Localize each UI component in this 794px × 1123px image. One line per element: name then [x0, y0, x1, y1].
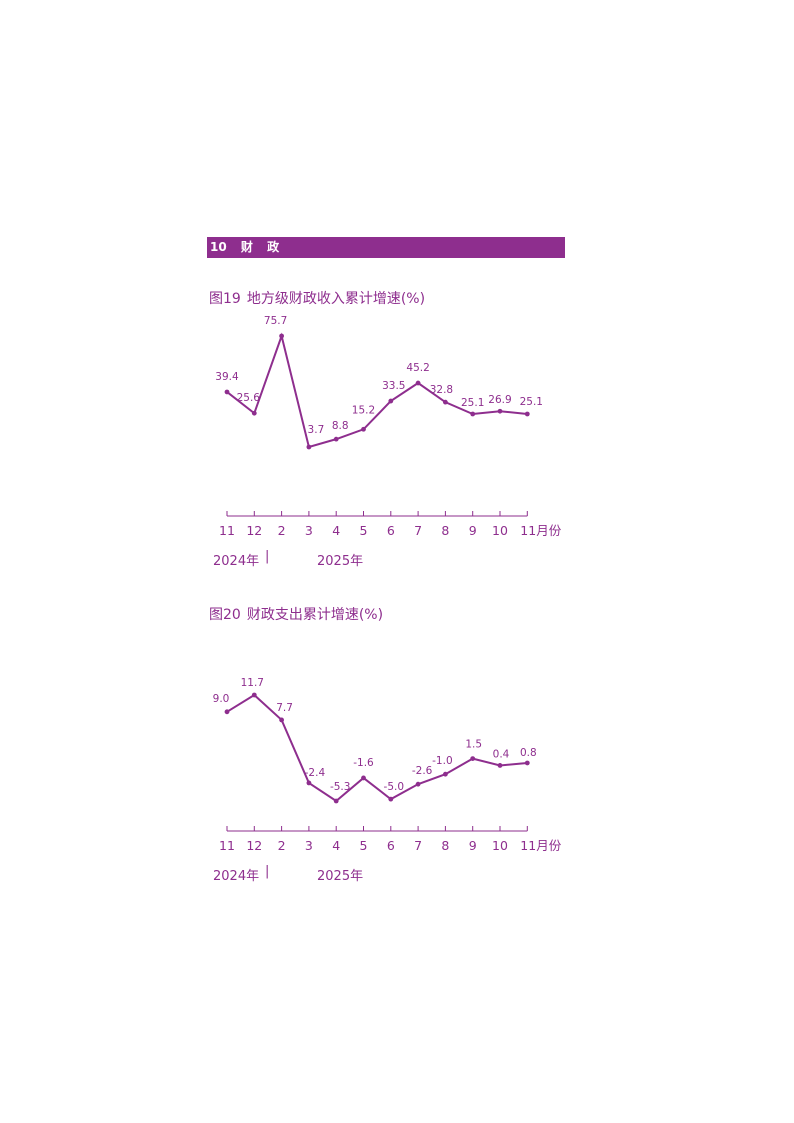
fig20-tick-label: 6 [387, 838, 395, 853]
fig20-data-point [388, 796, 394, 802]
fig19-data-label: 25.6 [237, 392, 261, 404]
fig20-data-label: 1.5 [465, 739, 482, 751]
fig19-data-label: 25.1 [461, 397, 484, 409]
fig20-data-label: 7.7 [276, 702, 293, 714]
fig19-data-label: 39.4 [215, 371, 239, 383]
fig20-data-label: -5.0 [384, 781, 405, 793]
fig19-tick-label: 7 [414, 523, 422, 538]
fig20-data-point [224, 709, 230, 715]
section-number: 10 [210, 240, 227, 254]
fig19-data-point [524, 411, 530, 417]
fig19-data-point [251, 410, 257, 416]
fig19-data-point [388, 398, 394, 404]
fig19-data-point [361, 426, 366, 432]
fig19-tick-label: 6 [387, 523, 395, 538]
fig19-data-label: 45.2 [406, 362, 429, 374]
fig20-data-point [443, 771, 448, 777]
fig19-year-separator: | [265, 549, 270, 564]
fig20-tick-label: 10 [492, 838, 508, 853]
fig20-tick-label: 7 [414, 838, 422, 853]
fig19-data-point [224, 389, 230, 395]
fig19-data-label: 75.7 [264, 315, 287, 327]
fig19-data-point [279, 333, 284, 339]
fig19-tick-label: 3 [305, 523, 313, 538]
fig19-title: 图19 地方级财政收入累计增速(%) [209, 288, 425, 308]
fig20-data-label: 11.7 [241, 677, 264, 689]
fig20-data-point [279, 717, 284, 723]
fig20-data-point [306, 780, 312, 786]
fig20-tick-label: 4 [332, 838, 340, 853]
fig20-tick-label: 12 [246, 838, 262, 853]
fig19-tick-label: 11 [219, 523, 235, 538]
fig20-data-point [333, 798, 339, 804]
fig19-number: 图19 [209, 291, 241, 307]
section-title-char-1: 财 [240, 240, 253, 254]
section-title-char-2: 政 [267, 240, 280, 254]
fig19-data-point [415, 380, 421, 386]
fig19-data-point [470, 411, 476, 417]
fig19-tick-label: 9 [469, 523, 477, 538]
fig19-tick-label: 12 [246, 523, 262, 538]
fig20-number: 图20 [209, 607, 241, 623]
fig20-tick-label: 5 [360, 838, 368, 853]
fig19-series-line [226, 332, 528, 449]
fig19-tick-label: 10 [492, 523, 508, 538]
fig20-tick-label: 9 [469, 838, 477, 853]
fig20-series-line [226, 693, 528, 803]
fig19-data-label: 32.8 [430, 384, 453, 396]
fig20-tick-label: 2 [278, 838, 286, 853]
fig19-data-label: 33.5 [382, 380, 405, 392]
fig20-year-2024: 2024年 [213, 869, 260, 884]
fig19-data-label: 3.7 [308, 424, 325, 436]
fig19-year-2025: 2025年 [317, 554, 364, 569]
fig20-data-label: -2.4 [305, 767, 326, 779]
fig20-data-point [251, 692, 257, 698]
fig20-data-point [524, 760, 530, 766]
fig20-year-2025: 2025年 [317, 869, 364, 884]
fig20-data-label: 0.8 [520, 747, 537, 759]
fig20-data-label: 9.0 [213, 693, 230, 705]
fig20-title-text: 财政支出累计增速(%) [246, 607, 384, 623]
fig19-tick-label: 11月份 [520, 523, 561, 538]
fig20-data-label: -1.6 [353, 757, 374, 769]
fig20-data-point [415, 781, 421, 787]
fig19-data-point [333, 436, 339, 442]
fig20-tick-label: 3 [305, 838, 313, 853]
fig20-data-label: -5.3 [330, 781, 351, 793]
fig20-year-separator: | [265, 864, 270, 879]
fig20-data-label: -1.0 [432, 755, 453, 767]
fig19-data-label: 8.8 [332, 420, 349, 432]
fig20-tick-label: 11 [219, 838, 235, 853]
fig20-data-point [470, 756, 476, 761]
fig19-tick-label: 2 [278, 523, 286, 538]
fig20-data-label: 0.4 [493, 748, 510, 760]
fig20-data-point [361, 775, 366, 781]
fig19-data-label: 25.1 [520, 396, 543, 408]
fig19-data-label: 26.9 [488, 394, 511, 406]
fig19-tick-label: 5 [360, 523, 368, 538]
fig20-data-label: -2.6 [412, 765, 433, 777]
fig19-data-point [306, 444, 312, 450]
fig20-tick-label: 8 [441, 838, 449, 853]
fig20-title: 图20 财政支出累计增速(%) [209, 604, 383, 624]
fig19-tick-label: 8 [441, 523, 449, 538]
fig19-data-label: 15.2 [352, 404, 375, 416]
fig19-title-text: 地方级财政收入累计增速(%) [246, 291, 426, 307]
section-header-bar: 10 财 政 [207, 237, 565, 258]
fig19-year-2024: 2024年 [213, 554, 260, 569]
fig19-data-point [497, 408, 503, 414]
fig20-tick-label: 11月份 [520, 838, 561, 853]
fig19-data-point [443, 399, 448, 405]
fig20-data-point [497, 763, 503, 768]
fig19-tick-label: 4 [332, 523, 340, 538]
